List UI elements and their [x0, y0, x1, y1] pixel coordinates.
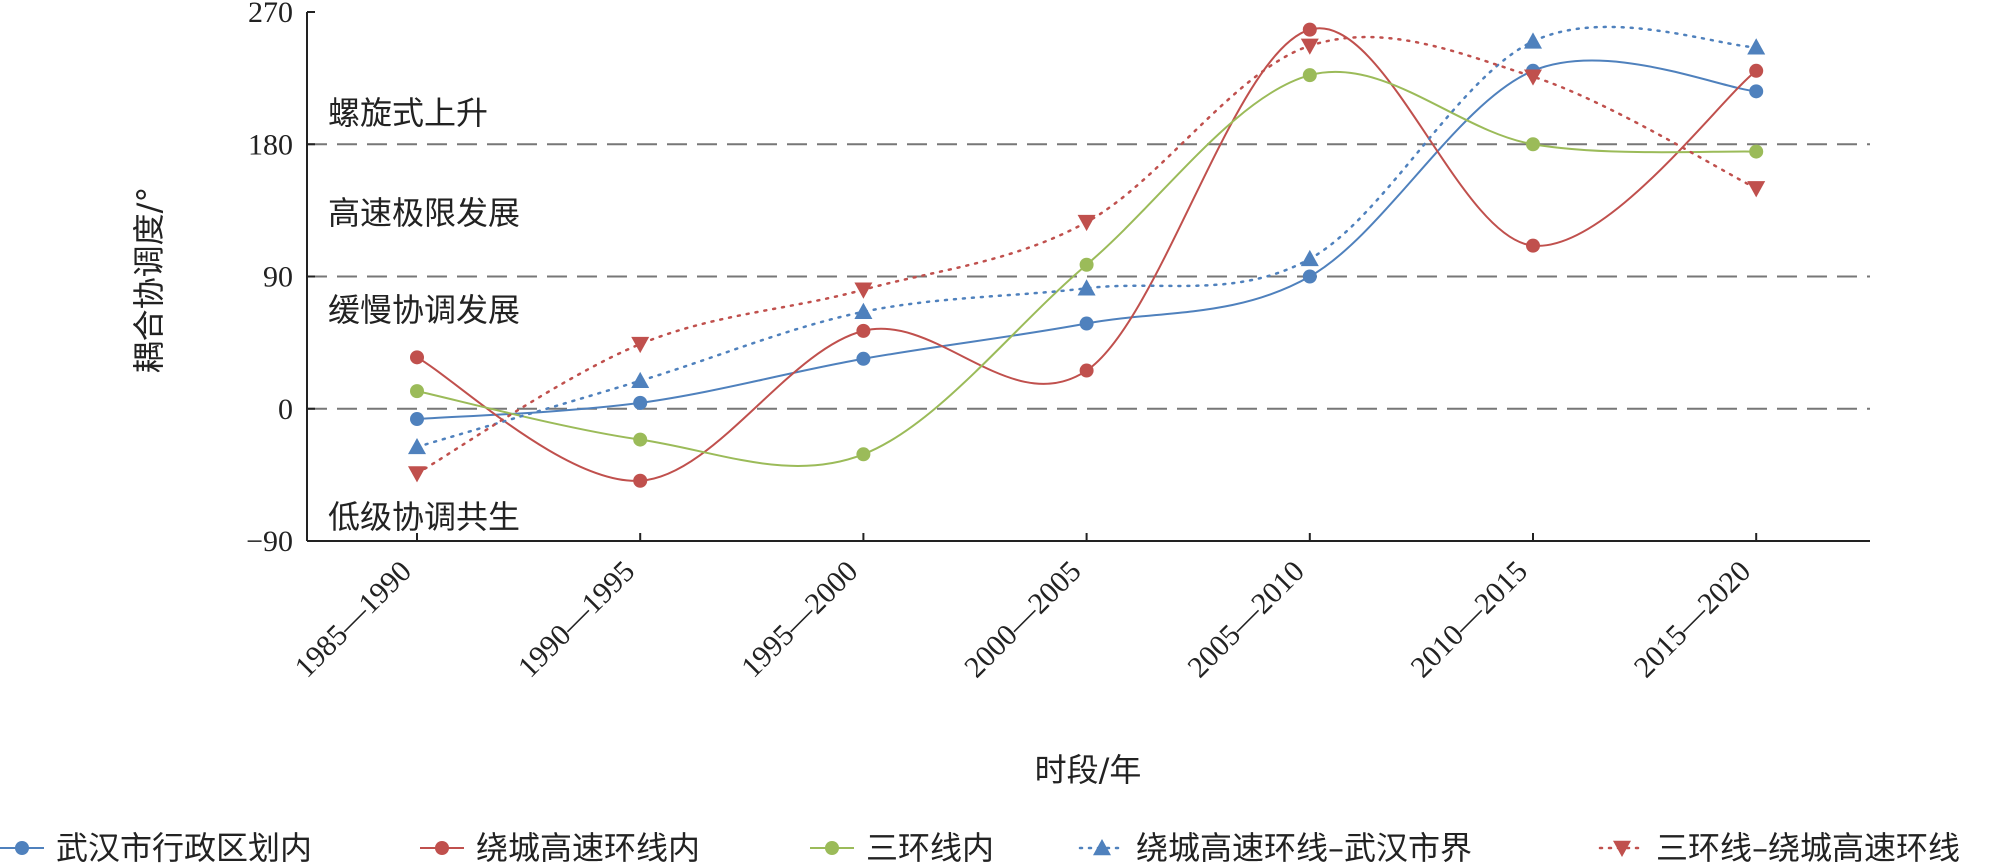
series-3	[410, 68, 1764, 467]
data-point	[1747, 181, 1766, 198]
data-point	[410, 412, 424, 427]
y-tick-label: −90	[246, 525, 293, 558]
x-tick-label: 1990—1995	[512, 555, 641, 684]
legend-label: 武汉市行政区划内	[56, 829, 312, 867]
series-line	[415, 25, 1758, 449]
data-point	[856, 351, 871, 366]
data-point	[854, 282, 873, 299]
data-point	[1749, 63, 1764, 78]
x-tick-label: 2000—2005	[958, 555, 1087, 684]
legend-label: 三环线内	[866, 829, 994, 867]
legend-marker	[1093, 839, 1111, 856]
series-line	[416, 27, 1757, 482]
reference-lines	[307, 143, 1870, 410]
y-tick-label: 0	[278, 393, 293, 426]
data-point	[1747, 38, 1766, 55]
legend-label: 绕城高速环线–武汉市界	[1136, 829, 1472, 867]
legend: 武汉市行政区划内 绕城高速环线内 三环线内 绕城高速环线–武汉市界 三环线–绕城高速环线	[0, 829, 1960, 867]
data-point	[408, 466, 426, 483]
data-point	[1302, 269, 1317, 284]
data-point	[854, 302, 873, 319]
series-4	[408, 25, 1766, 455]
legend-item: 武汉市行政区划内	[0, 829, 312, 867]
x-tick-label: 1985—1990	[289, 555, 418, 684]
zone-label: 螺旋式上升	[328, 94, 488, 132]
data-point	[631, 336, 650, 354]
x-axis-title: 时段/年	[1035, 751, 1142, 789]
zone-label: 缓慢协调发展	[328, 291, 520, 329]
x-tick-label: 1995—2000	[735, 555, 864, 684]
y-tick-label: 90	[263, 261, 293, 294]
data-point	[1749, 84, 1764, 99]
data-point	[856, 447, 871, 462]
data-point	[1079, 363, 1094, 378]
data-point	[1300, 249, 1319, 267]
legend-marker	[1613, 840, 1631, 857]
data-point	[1749, 144, 1764, 159]
data-point	[1524, 32, 1542, 49]
legend-item: 绕城高速环线–武汉市界	[1078, 829, 1472, 867]
data-point	[408, 437, 426, 455]
y-tick-label: 270	[248, 0, 293, 29]
data-point	[1302, 68, 1317, 83]
y-ticks: −90 0 90 180 270	[246, 0, 315, 558]
y-axis-title: 耦合协调度/°	[130, 187, 168, 374]
data-point	[1077, 214, 1096, 232]
data-point	[410, 384, 424, 399]
legend-marker	[825, 841, 839, 855]
data-point	[1526, 137, 1540, 152]
data-point	[1079, 257, 1094, 272]
data-point	[633, 473, 648, 488]
data-point	[1524, 69, 1542, 86]
legend-marker	[435, 841, 449, 855]
series-5	[408, 35, 1766, 483]
x-tick-label: 2005—2010	[1181, 555, 1310, 684]
data-point	[633, 395, 648, 410]
x-tick-label: 2015—2020	[1628, 555, 1757, 684]
data-point	[1300, 38, 1319, 55]
y-tick-label: 180	[248, 128, 293, 161]
series-group	[408, 22, 1766, 488]
zone-label: 高速极限发展	[328, 194, 520, 232]
data-point	[856, 323, 871, 338]
data-point	[631, 371, 650, 389]
legend-item: 三环线内	[810, 829, 994, 867]
data-point	[633, 432, 648, 447]
legend-item: 绕城高速环线内	[420, 829, 700, 867]
zone-label: 低级协调共生	[328, 498, 520, 536]
legend-item: 三环线–绕城高速环线	[1598, 829, 1960, 867]
x-tick-label: 2010—2015	[1405, 555, 1534, 684]
data-point	[1526, 238, 1540, 253]
legend-label: 绕城高速环线内	[476, 829, 700, 867]
x-ticks: 1985—1990 1990—1995 1995—2000 2000—2005 2005…	[289, 533, 1758, 684]
series-2	[410, 22, 1764, 488]
legend-label: 三环线–绕城高速环线	[1656, 829, 1960, 867]
data-point	[1079, 316, 1094, 331]
data-point	[1077, 279, 1096, 296]
data-point	[1302, 22, 1317, 37]
legend-marker	[15, 841, 29, 855]
data-point	[410, 350, 424, 365]
